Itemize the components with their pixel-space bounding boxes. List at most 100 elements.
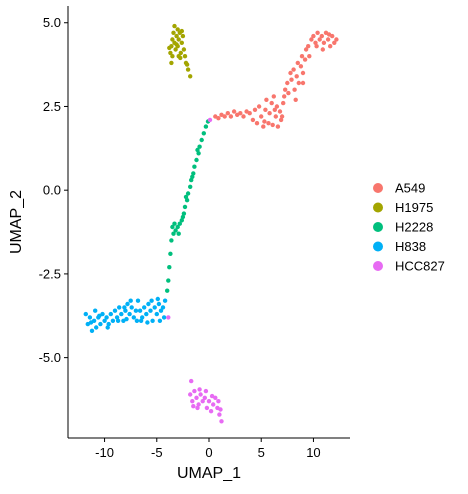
data-point <box>188 392 193 397</box>
data-point <box>177 221 182 226</box>
data-point <box>259 114 264 119</box>
data-point <box>267 111 272 116</box>
y-axis-title: UMAP_2 <box>8 190 25 254</box>
legend-label: H1975 <box>395 200 433 215</box>
data-point <box>156 301 162 307</box>
data-point <box>282 94 287 99</box>
data-point <box>122 305 127 310</box>
data-point <box>309 37 314 42</box>
legend-label: A549 <box>395 181 425 196</box>
legend-label: H2228 <box>395 220 433 235</box>
data-point <box>160 305 166 310</box>
data-point <box>189 378 194 384</box>
data-point <box>298 64 304 69</box>
data-point <box>173 47 178 52</box>
data-point <box>94 325 99 330</box>
data-point <box>315 30 320 35</box>
y-axis-ticks: -5.0 -2.5 0.0 2.5 5.0 <box>39 15 68 365</box>
data-point <box>83 311 89 317</box>
data-point <box>150 318 155 323</box>
data-point <box>286 90 291 96</box>
data-point <box>190 399 195 404</box>
data-point <box>216 116 221 121</box>
data-point <box>170 224 175 230</box>
data-point <box>112 308 118 313</box>
data-point <box>138 318 144 323</box>
data-point <box>181 47 187 52</box>
data-point <box>184 62 190 67</box>
legend-label: HCC827 <box>395 259 445 274</box>
legend-item-a549: A549 <box>373 181 425 196</box>
data-point <box>219 419 224 424</box>
data-point <box>158 308 164 313</box>
data-point <box>262 119 267 124</box>
data-point <box>294 74 299 79</box>
data-point <box>292 87 297 92</box>
data-point <box>146 301 151 307</box>
data-point <box>196 151 201 156</box>
data-point <box>179 40 184 45</box>
data-point <box>198 392 203 397</box>
data-point <box>183 194 189 200</box>
data-point <box>197 387 202 392</box>
data-point <box>270 122 275 128</box>
data-point <box>144 311 149 317</box>
data-point <box>320 47 325 52</box>
data-point <box>306 44 311 49</box>
data-point <box>89 328 95 333</box>
data-point <box>140 315 145 320</box>
data-point <box>300 80 306 86</box>
data-point <box>222 114 227 119</box>
data-point <box>145 320 150 325</box>
series-hcc827 <box>166 117 224 424</box>
legend-item-hcc827: HCC827 <box>373 259 445 274</box>
data-point <box>191 171 196 176</box>
data-point <box>295 60 300 66</box>
data-point <box>288 70 293 76</box>
data-point <box>191 404 196 409</box>
data-point <box>326 32 332 37</box>
data-point <box>172 23 177 29</box>
data-point <box>195 147 200 153</box>
x-tick-label: 0 <box>205 445 212 460</box>
data-point <box>307 54 312 59</box>
data-point <box>172 221 177 226</box>
data-point <box>203 388 209 394</box>
data-point <box>293 97 298 103</box>
data-point <box>102 318 107 323</box>
data-point <box>170 54 175 59</box>
data-point <box>328 44 333 49</box>
data-point <box>192 164 197 169</box>
data-point <box>128 298 133 303</box>
data-point <box>176 231 181 236</box>
data-point <box>175 224 180 230</box>
data-point <box>161 315 167 320</box>
data-point <box>254 121 260 126</box>
data-point <box>277 109 283 114</box>
x-tick-label: 5 <box>258 445 265 460</box>
data-point <box>93 308 98 313</box>
data-point <box>155 296 160 302</box>
data-point <box>129 305 134 310</box>
data-point <box>275 124 281 129</box>
data-point <box>201 131 206 136</box>
legend-item-h838: H838 <box>373 239 426 254</box>
data-point <box>300 70 306 76</box>
data-point <box>218 407 223 412</box>
data-point <box>148 308 153 313</box>
data-point <box>196 402 201 407</box>
data-point <box>171 231 176 236</box>
data-point <box>170 37 175 42</box>
legend-label: H838 <box>395 239 426 254</box>
data-point <box>167 45 172 51</box>
data-point <box>250 117 256 123</box>
data-point <box>261 124 266 129</box>
data-point <box>119 311 124 317</box>
data-point <box>174 42 179 47</box>
legend-key <box>373 241 383 252</box>
data-point <box>98 321 103 327</box>
data-point <box>110 318 116 323</box>
data-point <box>332 40 337 45</box>
data-point <box>238 111 243 116</box>
legend-item-h1975: H1975 <box>373 200 433 215</box>
